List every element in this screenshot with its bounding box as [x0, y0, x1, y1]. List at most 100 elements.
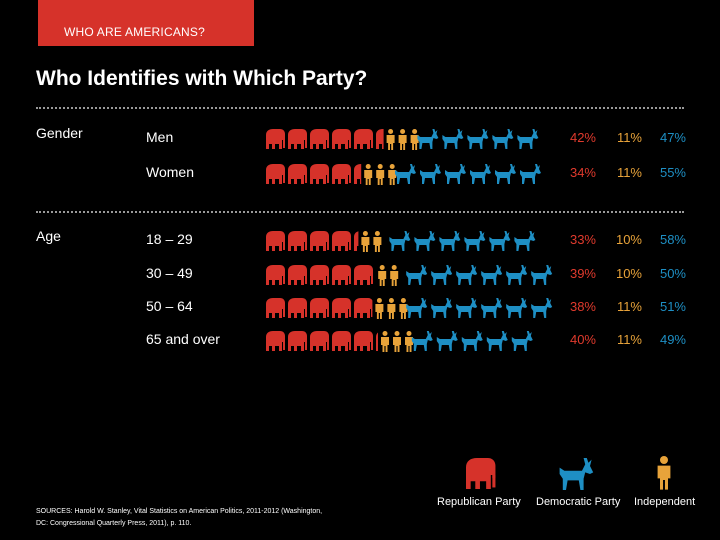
- legend-label-republican: Republican Party: [437, 496, 521, 508]
- independent-value-label: 10%: [615, 232, 642, 247]
- elephant-icon: [310, 231, 329, 251]
- independent-value-label: 10%: [615, 266, 642, 281]
- person-icon: [381, 331, 389, 352]
- independent-bar: [375, 298, 408, 319]
- donkey-icon: [486, 331, 508, 351]
- donkey-icon: [481, 265, 503, 285]
- democratic-value-label: 58%: [659, 232, 686, 247]
- democratic-bar: [411, 331, 533, 351]
- icon-row: [266, 164, 541, 185]
- donkey-icon: [417, 129, 439, 149]
- democratic-bar: [389, 231, 536, 251]
- elephant-icon: [288, 331, 307, 351]
- person-icon: [361, 231, 370, 252]
- independent-bar: [361, 231, 382, 252]
- elephant-icon: [310, 265, 329, 285]
- donkey-icon: [395, 164, 416, 184]
- row-label: 30 – 49: [146, 265, 193, 281]
- donkey-icon: [406, 265, 428, 285]
- donkey-icon: [445, 164, 466, 184]
- donkey-icon: [467, 129, 489, 149]
- person-icon: [390, 265, 399, 286]
- person-icon: [398, 129, 407, 150]
- donkey-icon: [414, 231, 436, 251]
- donkey-icon: [511, 331, 533, 351]
- person-icon: [387, 298, 396, 319]
- republican-bar: [266, 265, 373, 285]
- independent-bar: [364, 164, 397, 185]
- row-label: 50 – 64: [146, 298, 193, 314]
- header-tab: WHO ARE AMERICANS?: [38, 0, 254, 46]
- republican-value-label: 39%: [569, 266, 596, 281]
- elephant-icon: [266, 298, 285, 318]
- independent-bar: [386, 129, 419, 150]
- donkey-icon: [492, 129, 514, 149]
- person-icon: [405, 331, 413, 352]
- donkey-icon: [506, 265, 528, 285]
- elephant-icon: [354, 231, 359, 251]
- elephant-icon: [288, 265, 307, 285]
- donkey-icon: [495, 164, 516, 184]
- donkey-icon: [470, 164, 491, 184]
- elephant-icon: [266, 265, 285, 285]
- elephant-icon: [332, 298, 351, 318]
- elephant-icon: [332, 265, 351, 285]
- republican-value-label: 38%: [569, 299, 596, 314]
- donkey-icon: [520, 164, 541, 184]
- republican-bar: [266, 298, 373, 318]
- elephant-icon: [288, 129, 307, 149]
- independent-value-label: 11%: [616, 165, 642, 180]
- sources-note: SOURCES: Harold W. Stanley, Vital Statis…: [36, 508, 323, 527]
- donkey-icon: [431, 265, 453, 285]
- elephant-icon: [266, 231, 285, 251]
- legend-elephant-icon: [466, 458, 496, 489]
- republican-bar: [266, 164, 362, 184]
- donkey-icon: [442, 129, 464, 149]
- elephant-icon: [266, 164, 285, 184]
- icon-row: [266, 265, 553, 286]
- republican-bar: [266, 231, 359, 251]
- independent-value-label: 11%: [616, 299, 642, 314]
- democratic-value-label: 49%: [659, 332, 686, 347]
- person-icon: [386, 129, 395, 150]
- section-label-gender: Gender: [36, 125, 83, 141]
- legend-donkey-icon: [559, 458, 594, 490]
- row-label: 65 and over: [146, 331, 220, 347]
- page-title: Who Identifies with Which Party?: [36, 67, 368, 90]
- legend-label-democratic: Democratic Party: [536, 496, 621, 508]
- republican-bar: [266, 331, 378, 351]
- republican-value-label: 40%: [569, 332, 596, 347]
- elephant-icon: [354, 265, 373, 285]
- section-label-age: Age: [36, 228, 61, 244]
- democratic-bar: [406, 298, 553, 318]
- person-icon: [378, 265, 387, 286]
- person-icon: [376, 164, 385, 185]
- democratic-value-label: 55%: [659, 165, 686, 180]
- icon-row: [266, 231, 536, 252]
- donkey-icon: [406, 298, 428, 318]
- donkey-icon: [464, 231, 486, 251]
- elephant-icon: [376, 332, 378, 351]
- elephant-icon: [332, 331, 351, 351]
- elephant-icon: [310, 298, 329, 318]
- democratic-value-label: 50%: [659, 266, 686, 281]
- elephant-icon: [354, 164, 362, 184]
- donkey-icon: [531, 265, 553, 285]
- donkey-icon: [431, 298, 453, 318]
- donkey-icon: [389, 231, 411, 251]
- donkey-icon: [456, 298, 478, 318]
- elephant-icon: [310, 164, 329, 184]
- header-tab-label: WHO ARE AMERICANS?: [64, 25, 205, 39]
- elephant-icon: [288, 164, 307, 184]
- elephant-icon: [332, 231, 351, 251]
- independent-value-label: 11%: [616, 130, 642, 145]
- elephant-icon: [332, 164, 351, 184]
- elephant-icon: [288, 231, 307, 251]
- person-icon: [375, 298, 384, 319]
- legend-person-icon: [657, 456, 671, 490]
- republican-value-label: 34%: [569, 165, 596, 180]
- donkey-icon: [411, 331, 433, 351]
- elephant-icon: [376, 129, 384, 149]
- row-label: Women: [146, 164, 194, 180]
- icon-row: [266, 129, 539, 150]
